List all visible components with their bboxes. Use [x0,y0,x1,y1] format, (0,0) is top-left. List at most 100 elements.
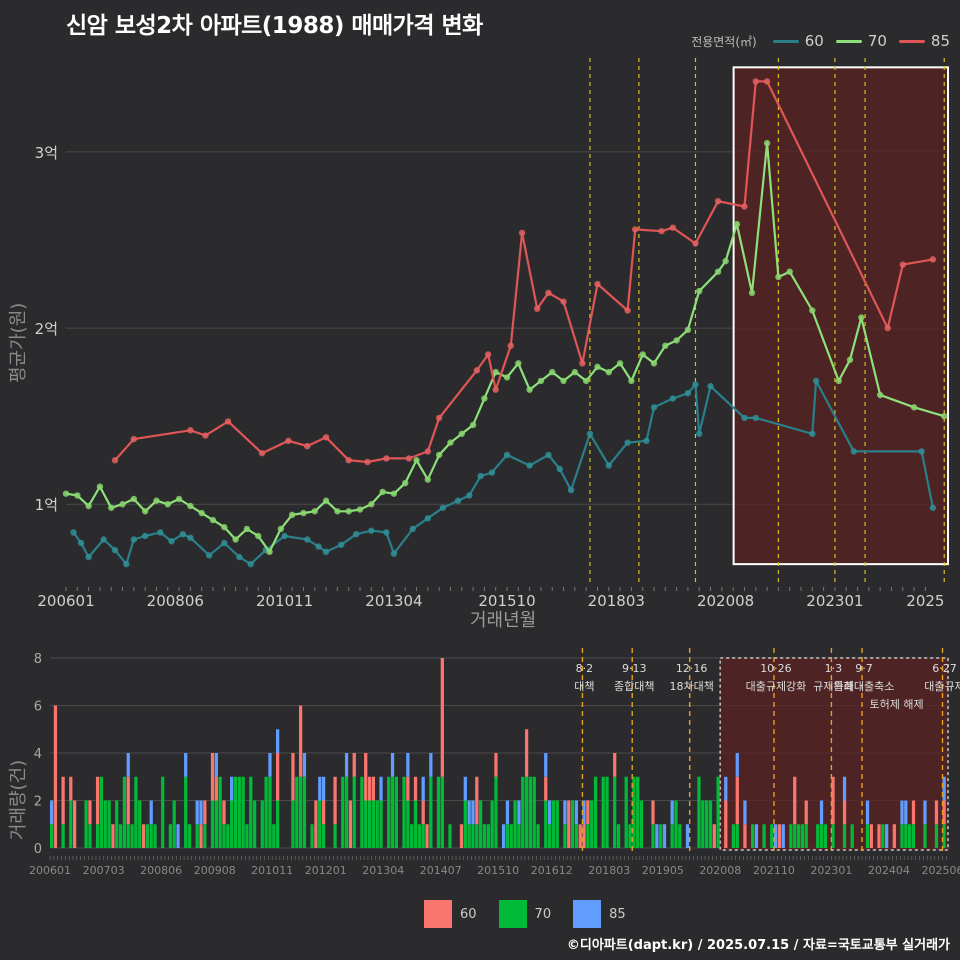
volume-bar-70 [218,776,222,848]
data-point-60 [684,390,692,397]
volume-bar-60 [364,753,368,801]
volume-bar-70 [168,824,172,848]
volume-bar-70 [61,824,65,848]
volume-bar-70 [122,776,127,848]
data-point-60 [669,395,677,402]
data-point-60 [567,486,575,494]
data-point-60 [304,536,311,543]
volume-bar-70 [816,824,820,848]
volume-bar-70 [934,824,939,848]
volume-bar-70 [230,800,234,848]
volume-bar-70 [800,824,805,848]
data-point-85 [741,203,748,210]
volume-bar-70 [264,776,268,848]
data-point-70 [696,287,703,295]
volume-bar-60 [735,776,739,825]
data-point-60 [168,538,175,545]
policy-label-date: 1·3 [825,662,843,675]
data-point-70 [435,451,443,459]
data-point-85 [560,298,567,305]
data-point-60 [454,497,462,504]
x-tick-label: 200601 [37,592,94,610]
volume-legend-label-60: 60 [460,906,477,922]
volume-bar-70 [570,800,575,848]
volume-bar-70 [544,800,548,848]
volume-bar-70 [417,824,421,848]
data-point-70 [175,495,183,503]
data-point-60 [315,543,322,550]
x-tick-label-bottom: 201407 [420,864,462,877]
volume-bar-70 [69,800,73,848]
volume-bar-70 [402,776,406,848]
volume-bar-85 [505,800,510,825]
volume-bar-70 [390,776,395,848]
volume-bar-70 [187,824,192,848]
volume-bar-chart: 0 2 4 6 8 8·2 대책 9·13 종합대책 12·16 18차대책 10·26 대출규제강화 1… [29,648,960,877]
volume-bar-70 [674,800,678,848]
volume-legend-swatch-70 [498,900,527,928]
volume-bar-70 [624,776,628,848]
volume-bar-70 [50,824,54,848]
x-tick-label-bottom: 202110 [753,864,795,877]
policy-label-name: 18차대책 [670,680,714,693]
data-point-85 [424,448,432,455]
data-point-60 [353,530,360,538]
volume-bar-85 [754,824,759,848]
volume-bar-70 [195,824,199,848]
volume-bar-70 [448,824,452,848]
x-tick-label: 201304 [365,592,422,610]
legend-label-70: 70 [867,32,887,50]
volume-bar-70 [130,824,134,848]
data-point-85 [507,342,514,349]
data-point-70 [673,337,680,344]
volume-bar-70 [793,824,797,848]
data-point-85 [405,455,413,462]
data-point-70 [96,483,104,490]
data-point-60 [741,414,748,422]
data-point-85 [631,226,639,233]
volume-bar-70 [521,776,525,848]
data-point-70 [748,289,756,297]
volume-bar-70 [528,776,533,848]
x-tick-label-bottom: 201304 [362,864,404,877]
x-tick-label: 201510 [478,592,535,610]
data-point-85 [304,442,311,450]
volume-bar-70 [268,776,272,848]
data-point-60 [809,430,816,437]
data-point-70 [616,360,624,367]
data-point-60 [322,548,330,556]
volume-bar-70 [804,824,808,848]
x-tick-label-bottom: 202506 [921,864,960,877]
volume-bar-60 [934,800,939,825]
data-point-70 [858,314,865,321]
volume-bar-70 [923,824,927,848]
volume-bar-85 [743,800,747,825]
volume-bar-70 [421,824,425,848]
data-point-85 [111,457,119,464]
data-point-85 [624,307,631,314]
volume-bar-70 [310,824,314,848]
volume-bar-70 [233,776,238,848]
volume-bar-85 [655,824,659,848]
volume-bar-70 [295,776,299,848]
volume-bar-60 [111,824,115,848]
volume-bar-70 [593,776,598,848]
x-tick-label: 201803 [588,592,645,610]
volume-bar-70 [184,776,188,848]
policy-label-name: 규제완화 [813,680,853,693]
data-point-60 [545,451,552,459]
data-point-85 [533,305,541,312]
volume-bar-70 [95,824,100,848]
x-tick-label: 202008 [697,592,754,610]
volume-bar-60 [69,776,73,801]
data-point-85 [473,367,481,374]
data-point-60 [383,529,390,536]
data-point-70 [846,356,854,363]
volume-bar-85 [904,800,908,825]
volume-bar-85 [582,800,586,825]
volume-bar-60 [475,776,479,825]
volume-bar-70 [88,824,92,848]
data-point-60 [236,553,243,561]
volume-bar-60 [291,753,295,801]
data-point-60 [281,532,288,540]
